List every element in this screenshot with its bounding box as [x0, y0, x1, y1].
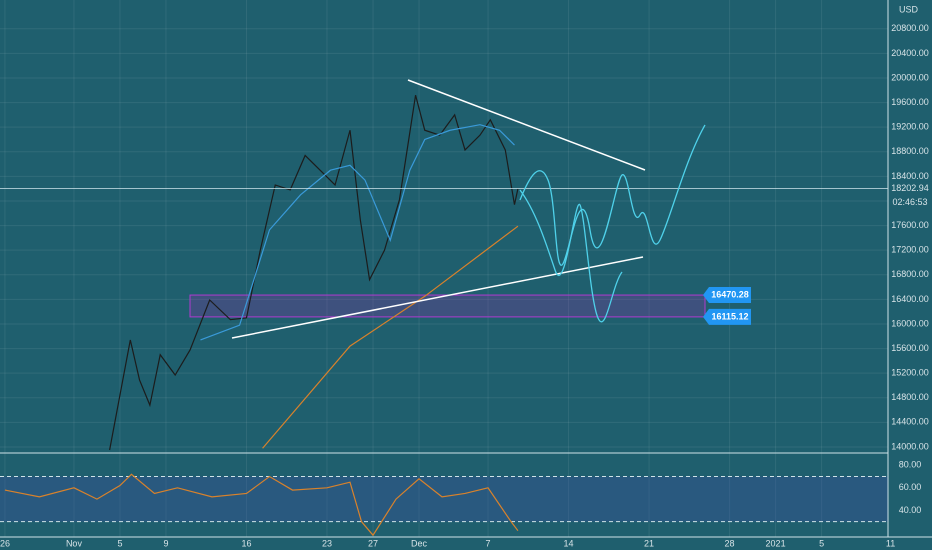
y-tick-label: 80.00 [899, 460, 922, 470]
price-tag-label: 16115.12 [711, 311, 748, 321]
x-tick-label: 11 [886, 538, 895, 548]
y-tick-label: 20800.00 [891, 23, 929, 33]
y-tick-label: 19600.00 [891, 97, 929, 107]
x-tick-label: 28 [725, 538, 735, 548]
x-tick-label: 14 [564, 538, 574, 548]
series-line [200, 124, 515, 341]
x-tick-label: 26 [0, 538, 10, 548]
y-tick-label: 40.00 [899, 505, 922, 515]
series-line [109, 95, 519, 451]
x-tick-label: 2021 [766, 538, 786, 548]
y-tick-label: 15600.00 [891, 343, 929, 353]
zone [189, 294, 706, 318]
price-pane [0, 0, 892, 537]
price-axis [888, 0, 932, 550]
series-line [262, 225, 519, 449]
x-tick-label: Dec [411, 538, 428, 548]
y-tick-label: 18400.00 [891, 171, 929, 181]
x-tick-label: 27 [368, 538, 378, 548]
x-tick-label: 9 [163, 538, 168, 548]
countdown: 02:46:53 [892, 197, 927, 207]
x-tick-label: 5 [819, 538, 824, 548]
x-tick-label: 7 [486, 538, 491, 548]
y-tick-label: 18800.00 [891, 146, 929, 156]
price-tag [703, 287, 751, 304]
y-tick-label: 60.00 [899, 482, 922, 492]
y-tick-label: 16400.00 [891, 294, 929, 304]
y-tick-label: 14400.00 [891, 417, 929, 427]
axes: 26 Nov 5 9 16 23 27 Dec 7 14 21 28 2021 5 11 14000.00 14… [0, 23, 932, 548]
y-tick-label: 16000.00 [891, 318, 929, 328]
y-tick-label: 17200.00 [891, 245, 929, 255]
price-tag-label: 16470.28 [711, 289, 749, 299]
y-tick-label: 14000.00 [891, 441, 929, 451]
y-tick-label: 20400.00 [891, 48, 929, 58]
trend-line [231, 256, 644, 339]
series-line [4, 473, 519, 537]
last-price-box [889, 181, 932, 210]
y-tick-label: 19200.00 [891, 122, 929, 132]
rsi-band [0, 476, 888, 522]
y-tick-label: 17600.00 [891, 220, 929, 230]
x-tick-label: 23 [322, 538, 332, 548]
projection [519, 189, 623, 323]
x-tick-label: 5 [117, 538, 122, 548]
x-tick-label: 21 [644, 538, 654, 548]
trend-line [407, 79, 646, 171]
x-tick-label: Nov [66, 538, 83, 548]
x-tick-label: 16 [241, 538, 251, 548]
y-tick-label: 20000.00 [891, 72, 929, 82]
currency: USD [899, 4, 919, 14]
y-tick-label: 15200.00 [891, 368, 929, 378]
rsi-pane [0, 464, 892, 537]
y-tick-label: 16800.00 [891, 269, 929, 279]
last-price-label: 18202.94 [891, 183, 929, 193]
price-tag [703, 308, 751, 325]
projection [519, 124, 706, 266]
y-tick-label: 14800.00 [891, 392, 929, 402]
